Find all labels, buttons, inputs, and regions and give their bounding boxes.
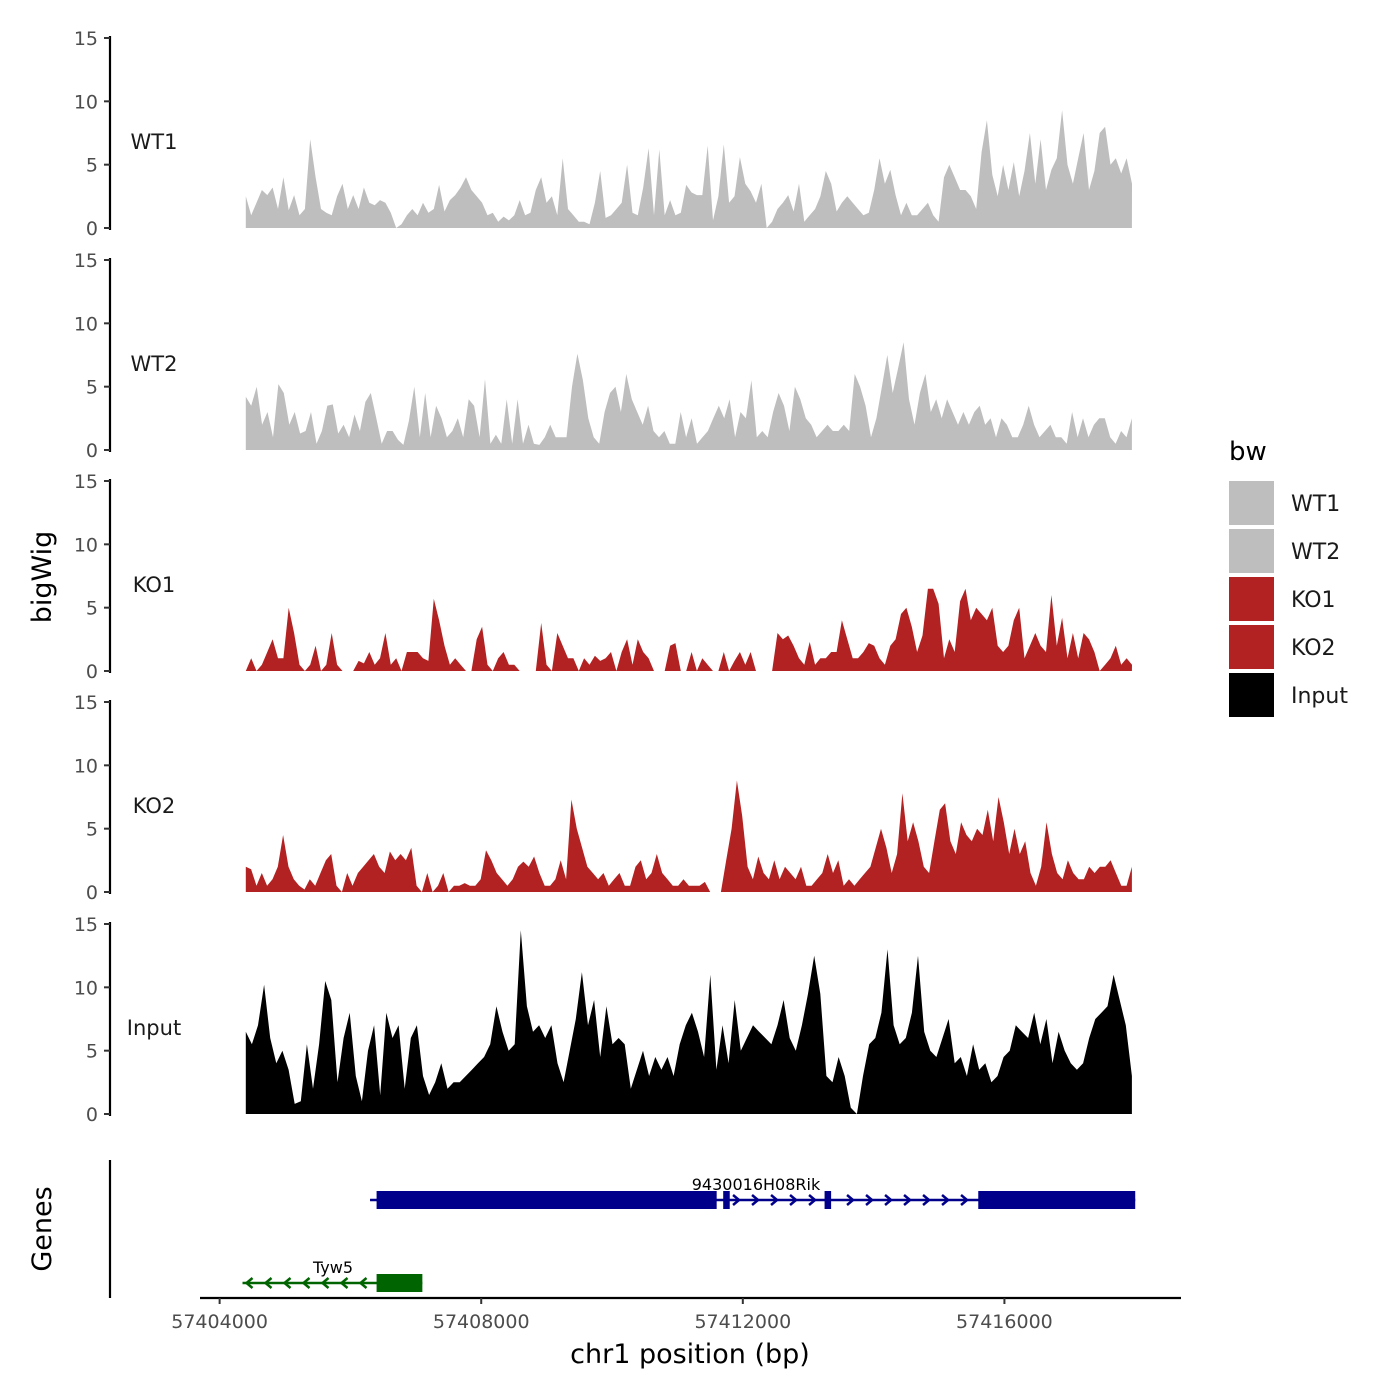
legend-item-ko1: KO1 (1229, 577, 1336, 621)
strand-arrow (320, 1277, 330, 1289)
track-input: 0 5 10 15 Input (74, 914, 1132, 1126)
x-tick-label: 57416000 (956, 1311, 1053, 1333)
track-ko2: 0 5 10 15 KO2 (74, 692, 1132, 904)
strand-arrow (960, 1194, 969, 1206)
strand-arrow (789, 1194, 798, 1206)
legend-swatch (1229, 577, 1274, 621)
strand-arrow (732, 1194, 741, 1206)
x-axis-title: chr1 position (bp) (570, 1339, 810, 1370)
y-tick-label: 0 (86, 882, 98, 904)
y-tick-label: 10 (74, 313, 98, 335)
y-tick-label: 15 (74, 914, 98, 936)
x-tick-label: 57408000 (433, 1311, 530, 1333)
legend-item-input: Input (1229, 673, 1348, 717)
track-label: KO2 (133, 794, 176, 818)
legend-label: KO1 (1291, 588, 1336, 613)
x-tick-label: 57412000 (694, 1311, 791, 1333)
strand-arrow (903, 1194, 912, 1206)
strand-arrow (922, 1194, 931, 1206)
y-tick-label: 10 (74, 977, 98, 999)
y-tick-label: 0 (86, 440, 98, 462)
strand-arrow (884, 1194, 893, 1206)
legend-label: WT2 (1291, 540, 1340, 565)
y-tick-label: 15 (74, 28, 98, 50)
y-tick-label: 0 (86, 218, 98, 240)
track-label: KO1 (133, 573, 176, 597)
gene-exon (824, 1191, 832, 1209)
strand-arrow (865, 1194, 874, 1206)
legend-swatch (1229, 673, 1274, 717)
strand-arrow (244, 1277, 254, 1289)
gene-exon (978, 1191, 1136, 1209)
strand-arrow (263, 1277, 273, 1289)
x-tick-label: 57404000 (171, 1311, 268, 1333)
signal-area-wt2 (245, 342, 1132, 450)
y-tick-label: 15 (74, 250, 98, 272)
strand-arrow (751, 1194, 760, 1206)
strand-arrow (358, 1277, 368, 1289)
legend-item-wt1: WT1 (1229, 481, 1340, 525)
track-label: WT1 (131, 130, 178, 154)
gene-exon (723, 1191, 730, 1209)
legend-label: WT1 (1291, 492, 1340, 517)
legend-swatch (1229, 625, 1274, 669)
x-axis: 57404000 57408000 57412000 57416000 (171, 1296, 1181, 1333)
y-tick-label: 15 (74, 471, 98, 493)
y-tick-label: 5 (86, 1041, 98, 1063)
signal-area-ko2 (245, 780, 1132, 892)
legend-swatch (1229, 481, 1274, 525)
strand-arrow (941, 1194, 950, 1206)
strand-arrow (808, 1194, 817, 1206)
strand-arrow (339, 1277, 349, 1289)
signal-tracks: 0 5 10 15 WT1 0 5 10 15 WT2 0 5 10 15 KO1 0 5 10 15 KO2 0 5 10… (74, 28, 1133, 1126)
signal-area-input (245, 930, 1132, 1114)
gene-label: 9430016H08Rik (692, 1175, 821, 1194)
y-tick-label: 10 (74, 534, 98, 556)
legend-label: KO2 (1291, 636, 1336, 661)
y-tick-label: 15 (74, 692, 98, 714)
y-axis-title: bigWig (27, 531, 58, 624)
legend-item-wt2: WT2 (1229, 529, 1340, 573)
track-wt1: 0 5 10 15 WT1 (74, 28, 1133, 240)
y-tick-label: 5 (86, 819, 98, 841)
y-tick-label: 0 (86, 1104, 98, 1126)
legend-title: bw (1229, 437, 1267, 467)
strand-arrow (282, 1277, 292, 1289)
track-label: Input (127, 1016, 181, 1040)
gene-exon (376, 1191, 717, 1209)
track-wt2: 0 5 10 15 WT2 (74, 250, 1132, 462)
gene-label: Tyw5 (312, 1258, 353, 1277)
track-label: WT2 (131, 352, 178, 376)
gene-tyw5: Tyw5 (242, 1258, 423, 1292)
strand-arrow (301, 1277, 311, 1289)
y-tick-label: 5 (86, 155, 98, 177)
y-tick-label: 10 (74, 755, 98, 777)
track-ko1: 0 5 10 15 KO1 (74, 471, 1133, 683)
signal-area-wt1 (245, 110, 1133, 228)
y-tick-label: 0 (86, 661, 98, 683)
legend-item-ko2: KO2 (1229, 625, 1336, 669)
y-tick-label: 5 (86, 377, 98, 399)
genes-panel: 9430016H08Rik Tyw5 (108, 1160, 1136, 1298)
legend-swatch (1229, 529, 1274, 573)
gene-9430016h08rik: 9430016H08Rik (370, 1175, 1136, 1209)
y-tick-label: 5 (86, 598, 98, 620)
strand-arrow (770, 1194, 779, 1206)
y-tick-label: 10 (74, 91, 98, 113)
legend: WT1 WT2 KO1 KO2 Input (1229, 481, 1348, 717)
signal-area-ko1 (245, 588, 1133, 671)
gene-exon (376, 1274, 423, 1292)
strand-arrow (846, 1194, 855, 1206)
genes-axis-title: Genes (27, 1186, 58, 1271)
legend-label: Input (1291, 684, 1348, 709)
